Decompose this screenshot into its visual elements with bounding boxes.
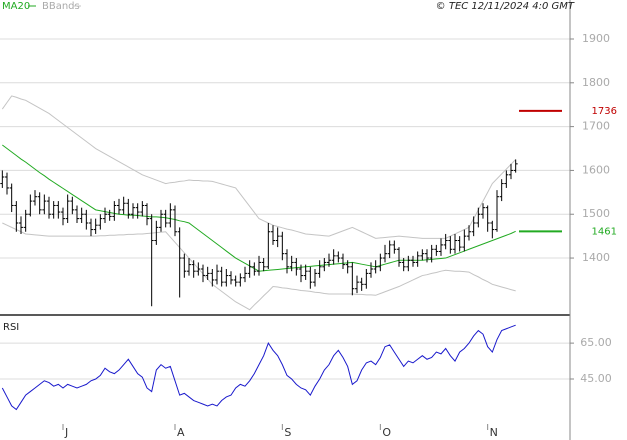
y-tick-label: 1600 [582,163,610,176]
rsi-line [1,324,516,411]
x-tick-label: O [382,426,391,439]
plot: 1736 1461 [0,95,617,411]
grid: 1400 1500 1600 1700 1800 1900 J A S O N 65.00 45.00 [0,32,612,439]
indicator-line [1,95,517,239]
y-tick-label: 65.00 [580,336,612,349]
y-tick-label: 1400 [582,251,610,264]
legend-bbands: BBands [42,1,80,12]
x-tick-label: S [284,426,291,439]
x-tick-label: J [64,426,68,439]
y-tick-label: 1800 [582,76,610,89]
x-tick-label: A [177,426,185,439]
y-tick-label: 1500 [582,207,610,220]
y-tick-label: 1900 [582,32,610,45]
indicator-line-lower [2,222,516,311]
y-tick-label: 45.00 [580,372,612,385]
rsi-title: RSI [3,322,19,333]
y-tick-label: 1700 [582,120,610,133]
legend-ma20: MA20 [2,1,30,12]
x-tick-label: N [490,426,498,439]
level-label: 1736 [592,106,617,117]
level-label: 1461 [592,226,617,237]
chart-title: © TEC 12/11/2024 4:0 GMT [436,1,575,12]
